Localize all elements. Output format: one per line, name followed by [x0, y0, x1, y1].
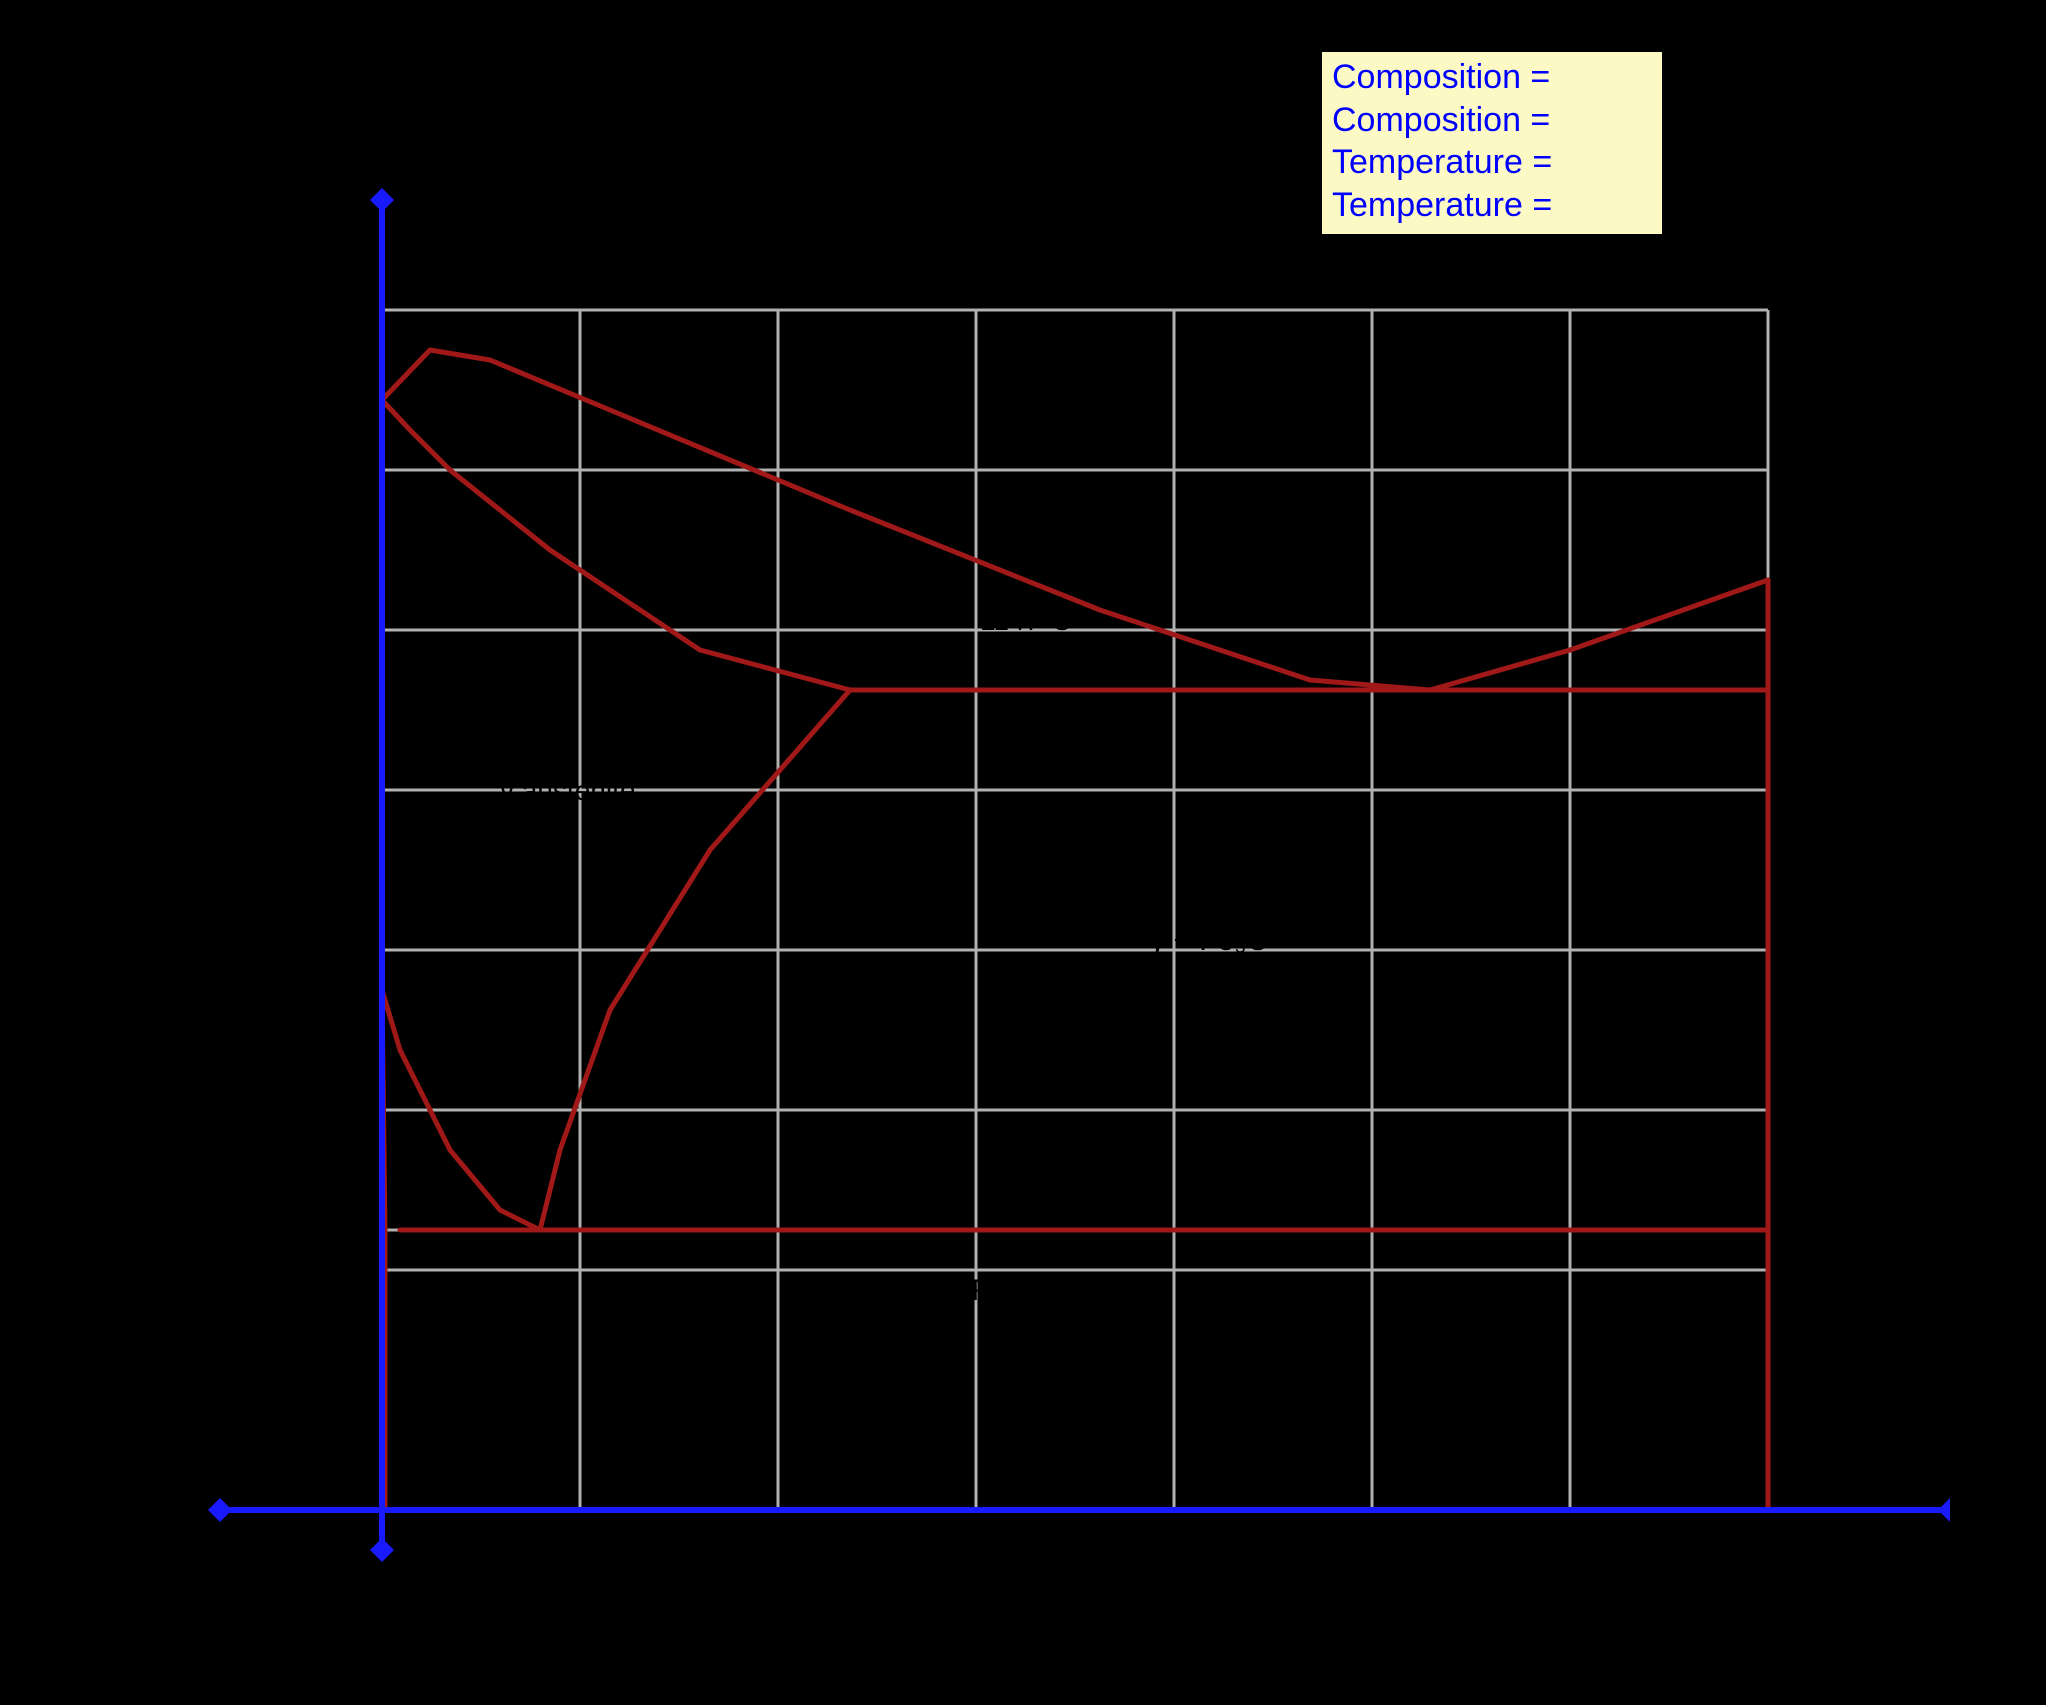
readout-panel: Composition =Composition =Temperature =T…	[1320, 50, 1664, 236]
axes	[208, 188, 1950, 1562]
phase-diagram: Lγ + L 1147°C γ austenite γ + Fe₃C 727°C α + …	[150, 50, 1950, 1650]
region-label: cementite	[1400, 1416, 1513, 1446]
axis-arrow	[1938, 1498, 1950, 1522]
grid	[382, 310, 1768, 1510]
region-label: γ austenite	[500, 775, 635, 806]
axis-arrow	[370, 1538, 394, 1562]
readout-line-2: Temperature =	[1332, 141, 1652, 184]
region-label: α + Fe₃C	[920, 1274, 1040, 1307]
readout-line-0: Composition =	[1332, 56, 1652, 99]
region-label: 1147°C	[980, 605, 1072, 636]
solidus-austenite	[382, 400, 850, 690]
austenite-right-solvus	[540, 690, 850, 1230]
chart-svg: Lγ + L 1147°C γ austenite γ + Fe₃C 727°C α + …	[150, 50, 1950, 1650]
region-label: α ferrite	[450, 1299, 532, 1326]
readout-line-1: Composition =	[1332, 99, 1652, 142]
region-label: L	[870, 387, 890, 428]
region-label: γ + Fe₃C	[1150, 924, 1268, 957]
axis-arrow	[370, 188, 394, 212]
phase-lines	[382, 350, 1768, 1510]
region-label: γ + L	[710, 574, 776, 607]
readout-line-3: Temperature =	[1332, 184, 1652, 227]
region-label: 727°C	[1230, 1116, 1303, 1146]
liquidus-right	[382, 350, 1768, 690]
region-labels: Lγ + L 1147°C γ austenite γ + Fe₃C 727°C α + …	[450, 387, 1513, 1446]
axis-arrow	[208, 1498, 232, 1522]
